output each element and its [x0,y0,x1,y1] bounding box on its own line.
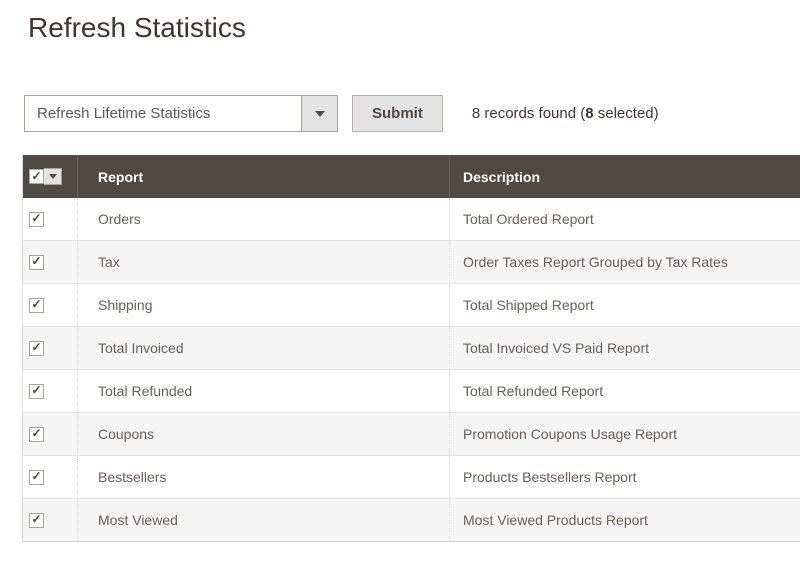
row-checkbox[interactable]: ✓ [29,211,44,227]
check-icon: ✓ [31,340,42,354]
row-checkbox[interactable]: ✓ [29,469,44,485]
action-select[interactable]: Refresh Lifetime Statistics [24,95,338,132]
page-title: Refresh Statistics [28,12,246,43]
submit-button[interactable]: Submit [352,95,443,132]
table-body: ✓ Orders Total Ordered Report ✓ Tax Orde… [23,198,800,542]
report-cell: Bestsellers [77,456,449,498]
report-cell: Total Refunded [77,370,449,412]
check-icon: ✓ [31,512,42,526]
table-row[interactable]: ✓ Orders Total Ordered Report [23,198,800,241]
row-checkbox[interactable]: ✓ [29,426,44,442]
row-checkbox-cell: ✓ [23,241,77,283]
toolbar: Refresh Lifetime Statistics Submit 8 rec… [24,95,659,132]
table-row[interactable]: ✓ Most Viewed Most Viewed Products Repor… [23,499,800,542]
column-header-description: Description [449,155,800,198]
row-checkbox-cell: ✓ [23,499,77,541]
check-icon: ✓ [31,211,42,225]
records-selected-count: 8 [585,105,594,122]
description-cell: Total Ordered Report [449,198,800,240]
row-checkbox[interactable]: ✓ [29,340,44,356]
column-header-report: Report [77,155,449,198]
description-cell: Promotion Coupons Usage Report [449,413,800,455]
report-cell: Tax [77,241,449,283]
row-checkbox-cell: ✓ [23,327,77,369]
records-summary: 8 records found (8 selected) [472,95,659,132]
check-icon: ✓ [31,426,42,440]
massaction-control: ✓ [29,168,62,185]
table-row[interactable]: ✓ Shipping Total Shipped Report [23,284,800,327]
check-icon: ✓ [31,383,42,397]
check-icon: ✓ [31,168,42,183]
table-row[interactable]: ✓ Total Invoiced Total Invoiced VS Paid … [23,327,800,370]
reports-table: ✓ Report Description ✓ Orders Total Orde… [22,155,800,542]
header-checkbox-cell: ✓ [23,155,77,198]
check-icon: ✓ [31,297,42,311]
check-icon: ✓ [31,469,42,483]
records-prefix: 8 records found ( [471,105,586,122]
description-cell: Order Taxes Report Grouped by Tax Rates [449,241,800,283]
chevron-down-icon [48,174,57,179]
description-cell: Most Viewed Products Report [449,499,800,541]
description-cell: Total Refunded Report [449,370,800,412]
row-checkbox[interactable]: ✓ [29,297,44,313]
action-select-value: Refresh Lifetime Statistics [37,105,211,122]
table-row[interactable]: ✓ Bestsellers Products Bestsellers Repor… [23,456,800,499]
row-checkbox[interactable]: ✓ [29,254,44,270]
row-checkbox[interactable]: ✓ [29,512,44,528]
table-row[interactable]: ✓ Total Refunded Total Refunded Report [23,370,800,413]
table-header-row: ✓ Report Description [23,155,800,198]
report-cell: Total Invoiced [77,327,449,369]
dropdown-arrow-icon[interactable] [301,96,337,131]
description-cell: Products Bestsellers Report [449,456,800,498]
report-cell: Coupons [77,413,449,455]
row-checkbox-cell: ✓ [23,284,77,326]
table-row[interactable]: ✓ Coupons Promotion Coupons Usage Report [23,413,800,456]
report-cell: Orders [77,198,449,240]
select-all-checkbox[interactable]: ✓ [29,169,44,184]
row-checkbox-cell: ✓ [23,413,77,455]
row-checkbox-cell: ✓ [23,370,77,412]
row-checkbox-cell: ✓ [23,456,77,498]
report-cell: Most Viewed [77,499,449,541]
description-cell: Total Invoiced VS Paid Report [449,327,800,369]
check-icon: ✓ [31,254,42,268]
records-suffix: selected) [593,105,659,122]
report-cell: Shipping [77,284,449,326]
table-row[interactable]: ✓ Tax Order Taxes Report Grouped by Tax … [23,241,800,284]
row-checkbox[interactable]: ✓ [29,383,44,399]
row-checkbox-cell: ✓ [23,198,77,240]
massaction-dropdown-button[interactable] [44,168,62,185]
description-cell: Total Shipped Report [449,284,800,326]
